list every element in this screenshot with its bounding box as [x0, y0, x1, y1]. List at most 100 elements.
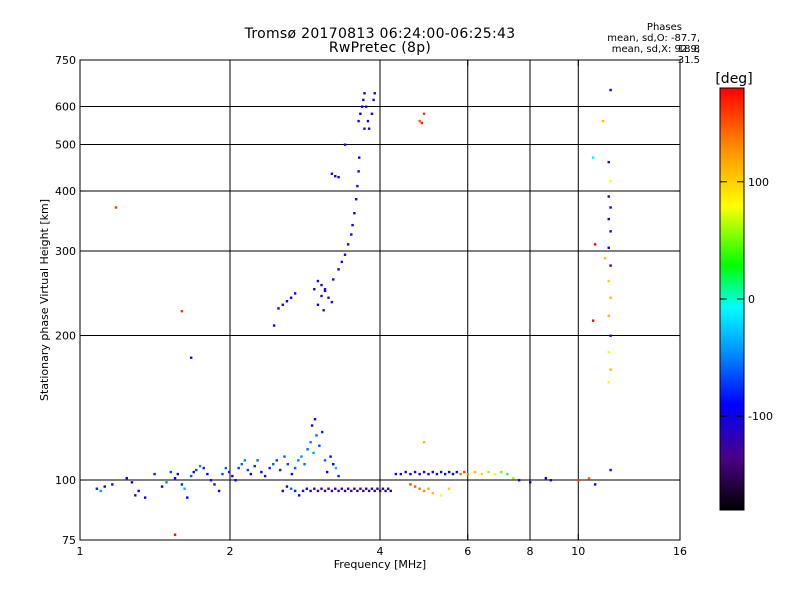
data-point [160, 485, 164, 488]
data-point [346, 487, 350, 490]
data-point [315, 434, 318, 437]
data-point [173, 476, 177, 480]
data-point [281, 303, 284, 306]
data-point [313, 288, 316, 291]
data-point [357, 170, 360, 173]
data-point [544, 476, 548, 480]
data-point [202, 466, 205, 470]
data-point [213, 483, 216, 486]
phases-mean-o: mean, sd,O: -87.7, 18.8 [607, 33, 700, 55]
data-point [173, 533, 177, 536]
data-point [277, 307, 280, 310]
data-point [195, 468, 198, 472]
data-point [363, 127, 366, 130]
x-tick-label: 6 [464, 545, 471, 558]
data-point [297, 494, 301, 497]
data-point [431, 491, 434, 495]
data-point [413, 470, 417, 474]
data-point [451, 472, 455, 476]
data-point [607, 217, 610, 221]
data-point [327, 487, 330, 490]
data-point [427, 487, 430, 490]
data-point [609, 264, 612, 267]
data-point [356, 184, 359, 188]
data-point [591, 156, 595, 159]
data-point [356, 489, 359, 493]
data-point [321, 430, 324, 434]
data-point [337, 489, 340, 493]
data-point [351, 223, 354, 227]
data-point [134, 494, 137, 497]
data-point [346, 243, 350, 246]
data-point [320, 294, 323, 298]
data-point [480, 472, 484, 476]
y-tick-label: 750 [55, 54, 76, 67]
data-point [607, 350, 610, 354]
colorbar-tick-label: 100 [748, 176, 769, 189]
y-tick-label: 75 [62, 534, 76, 547]
data-point [99, 489, 103, 493]
data-point [362, 489, 365, 493]
colorbar-tick-label: -100 [748, 410, 773, 423]
data-point [165, 481, 168, 484]
data-point [305, 487, 309, 490]
data-point [293, 489, 297, 493]
chart-subtitle: RwPretec (8p) [328, 40, 432, 56]
data-point [350, 489, 353, 493]
data-point [309, 441, 312, 444]
data-point [367, 127, 371, 130]
data-point [506, 472, 509, 476]
data-point [379, 489, 382, 493]
data-point [609, 334, 612, 337]
data-point [373, 92, 376, 95]
data-point [186, 496, 189, 499]
data-point [466, 472, 470, 476]
data-point [169, 470, 173, 474]
data-point [370, 487, 374, 490]
data-point [198, 464, 202, 468]
data-point [337, 474, 340, 478]
x-axis-ticks: 1 2 4 6 8 10 16 [77, 60, 687, 558]
data-point [310, 424, 314, 427]
data-point [224, 466, 228, 470]
data-point [237, 466, 240, 470]
data-point [609, 179, 612, 183]
data-point [607, 246, 610, 249]
data-point [350, 233, 353, 236]
data-point [422, 112, 426, 115]
data-point [316, 303, 320, 306]
x-tick-label: 4 [377, 545, 384, 558]
data-point [363, 92, 366, 95]
data-point [373, 489, 376, 493]
chart-title: Tromsø 20170813 06:24:00-06:25:43 [244, 26, 516, 42]
data-point [325, 470, 329, 474]
data-point [607, 381, 610, 384]
data-point [313, 418, 317, 421]
data-point [332, 278, 335, 281]
data-point [180, 483, 184, 486]
data-point [376, 487, 379, 490]
colorbar-ticks: 100 0 -100 [720, 176, 773, 423]
data-point [95, 487, 99, 490]
data-point [227, 470, 231, 474]
data-point [418, 487, 421, 490]
data-point [365, 487, 368, 490]
data-point [240, 462, 243, 466]
data-point [279, 468, 282, 472]
x-tick-label: 8 [527, 545, 534, 558]
data-point [418, 472, 421, 476]
data-point [609, 230, 612, 233]
data-point [137, 489, 140, 493]
data-point [153, 472, 156, 476]
data-point [493, 472, 497, 476]
data-point [180, 309, 184, 313]
data-point [340, 260, 344, 264]
data-point [517, 479, 521, 482]
data-point [463, 470, 466, 474]
data-point [275, 459, 278, 462]
x-tick-label: 16 [673, 545, 687, 558]
data-point [609, 296, 612, 299]
data-point [353, 212, 356, 215]
data-point [312, 451, 315, 455]
data-point [609, 468, 612, 472]
